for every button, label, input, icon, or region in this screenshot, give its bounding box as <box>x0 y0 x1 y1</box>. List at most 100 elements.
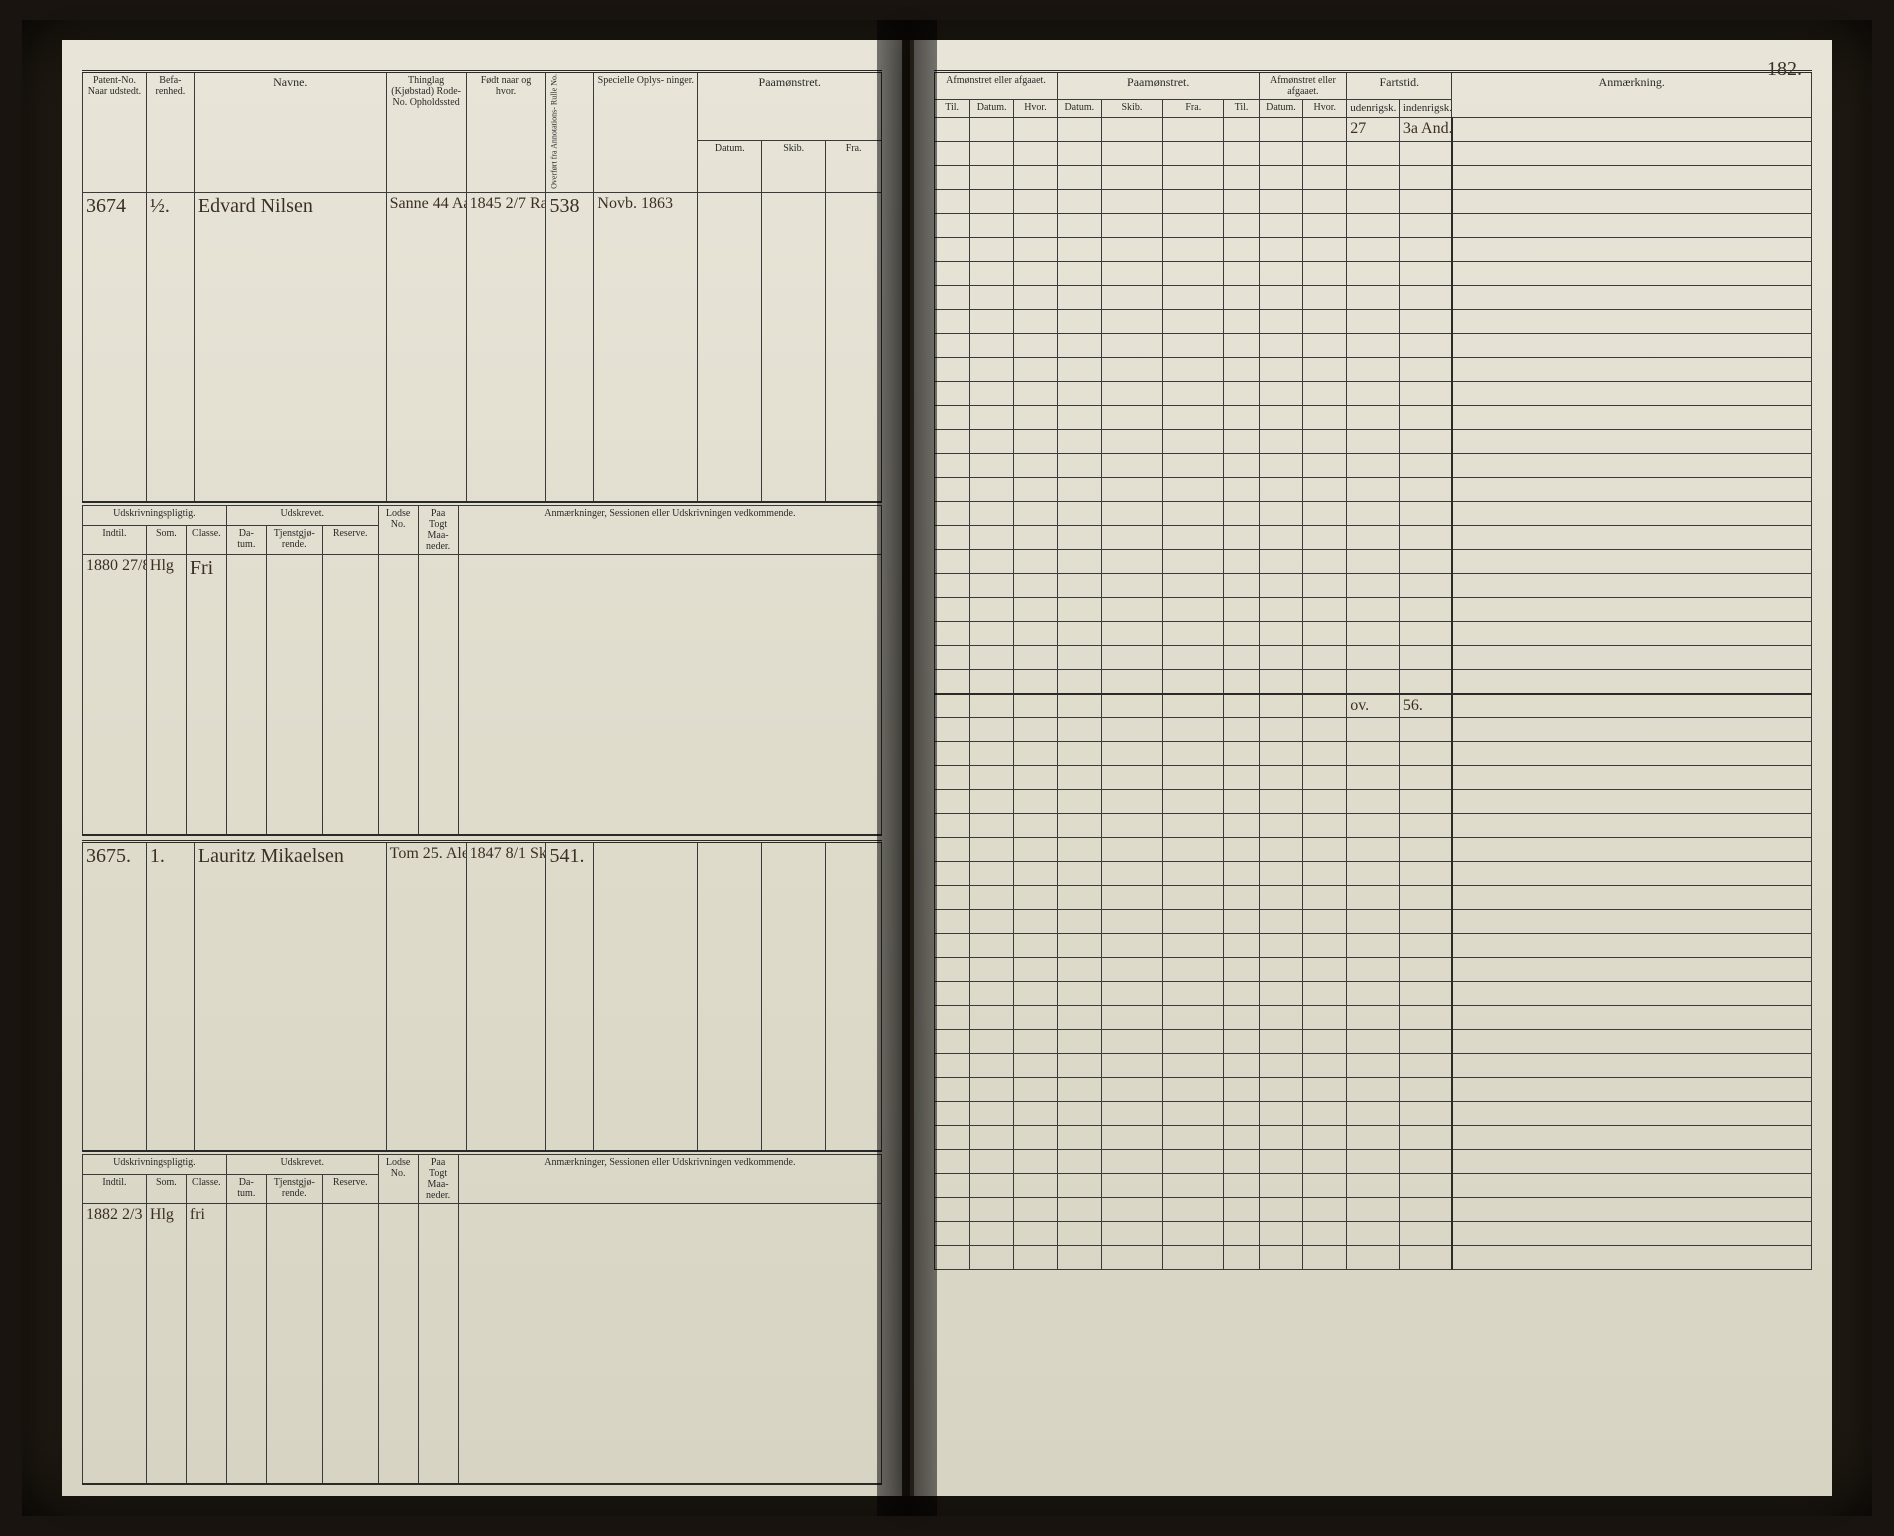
grid-cell <box>1303 1174 1347 1198</box>
grid-cell <box>1163 406 1224 430</box>
grid-cell <box>935 646 970 670</box>
grid-cell <box>1259 1030 1303 1054</box>
grid-cell <box>1303 1126 1347 1150</box>
grid-cell <box>1347 406 1400 430</box>
grid-cell <box>1399 550 1452 574</box>
grid-cell <box>1347 166 1400 190</box>
hdr-fra: Fra. <box>826 140 882 192</box>
grid-cell <box>1303 190 1347 214</box>
grid-cell <box>1101 670 1162 694</box>
rhdr-til1: Til. <box>935 100 970 118</box>
grid-cell <box>1014 478 1058 502</box>
grid-cell <box>1101 1222 1162 1246</box>
grid-cell <box>935 238 970 262</box>
grid-cell <box>1224 670 1259 694</box>
grid-cell <box>1399 1222 1452 1246</box>
grid-cell <box>970 454 1014 478</box>
grid-row <box>935 574 1812 598</box>
grid-cell <box>1224 550 1259 574</box>
grid-cell <box>1303 646 1347 670</box>
grid-cell <box>1259 550 1303 574</box>
grid-cell <box>1014 838 1058 862</box>
grid-cell <box>1101 574 1162 598</box>
grid-cell <box>970 718 1014 742</box>
grid-cell <box>1101 1006 1162 1030</box>
rhdr-datum3: Datum. <box>1259 100 1303 118</box>
grid-row <box>935 238 1812 262</box>
grid-cell <box>1014 1198 1058 1222</box>
hdr-classe: Classe. <box>186 525 226 554</box>
grid-cell <box>1259 286 1303 310</box>
grid-cell <box>970 910 1014 934</box>
grid-cell <box>1452 718 1812 742</box>
grid-cell <box>1014 286 1058 310</box>
grid-cell <box>970 1174 1014 1198</box>
grid-cell <box>1259 1222 1303 1246</box>
grid-cell <box>1259 166 1303 190</box>
hdr-paamonstret: Paamønstret. <box>698 72 882 141</box>
rhdr-anm: Anmærkning. <box>1452 72 1812 118</box>
grid-cell <box>1224 406 1259 430</box>
grid-cell <box>1452 622 1812 646</box>
grid-cell <box>1347 430 1400 454</box>
grid-cell <box>935 790 970 814</box>
grid-cell <box>1163 382 1224 406</box>
grid-cell <box>1452 790 1812 814</box>
grid-cell: 27 <box>1347 118 1400 142</box>
grid-cell <box>1101 1102 1162 1126</box>
grid-cell <box>970 958 1014 982</box>
r2-uds-som: Hlg <box>146 1204 186 1484</box>
grid-cell <box>1163 886 1224 910</box>
grid-cell <box>1224 430 1259 454</box>
grid-cell <box>1259 1078 1303 1102</box>
grid-cell <box>1101 1126 1162 1150</box>
grid-cell <box>1347 886 1400 910</box>
r2-uds-anm <box>458 1204 882 1484</box>
grid-cell <box>1347 958 1400 982</box>
grid-cell <box>970 646 1014 670</box>
grid-cell <box>1101 694 1162 718</box>
grid-cell <box>1259 454 1303 478</box>
grid-cell <box>970 862 1014 886</box>
grid-cell <box>1399 430 1452 454</box>
grid-cell <box>1057 454 1101 478</box>
grid-cell <box>1014 1150 1058 1174</box>
grid-row <box>935 1174 1812 1198</box>
hdr2-uds-datum: Da- tum. <box>226 1174 266 1203</box>
hdr-skib: Skib. <box>762 140 826 192</box>
grid-cell <box>1347 214 1400 238</box>
grid-cell <box>1399 982 1452 1006</box>
grid-cell <box>970 334 1014 358</box>
grid-cell <box>1399 1102 1452 1126</box>
grid-cell <box>1259 430 1303 454</box>
grid-cell <box>1399 142 1452 166</box>
grid-cell <box>1303 718 1347 742</box>
grid-cell <box>1014 1102 1058 1126</box>
rhdr-fartstid: Fartstid. <box>1347 72 1452 100</box>
grid-row <box>935 718 1812 742</box>
grid-cell <box>1452 598 1812 622</box>
grid-cell <box>1399 1150 1452 1174</box>
grid-cell <box>1452 166 1812 190</box>
grid-cell <box>1057 550 1101 574</box>
grid-cell <box>1259 1054 1303 1078</box>
grid-cell <box>1163 526 1224 550</box>
grid-cell <box>1259 118 1303 142</box>
grid-cell <box>1399 190 1452 214</box>
grid-cell <box>970 1246 1014 1270</box>
grid-row <box>935 142 1812 166</box>
grid-cell <box>970 430 1014 454</box>
grid-cell <box>1303 982 1347 1006</box>
hdr2-som: Som. <box>146 1174 186 1203</box>
hdr2-reserve: Reserve. <box>322 1174 378 1203</box>
grid-cell <box>1303 214 1347 238</box>
grid-cell <box>1014 1078 1058 1102</box>
grid-cell <box>1014 886 1058 910</box>
hdr-fodt: Født naar og hvor. <box>466 72 546 193</box>
grid-cell <box>1399 334 1452 358</box>
grid-cell <box>1224 1246 1259 1270</box>
grid-cell <box>1347 814 1400 838</box>
grid-cell <box>1057 574 1101 598</box>
grid-cell <box>1014 1030 1058 1054</box>
grid-cell <box>1303 334 1347 358</box>
